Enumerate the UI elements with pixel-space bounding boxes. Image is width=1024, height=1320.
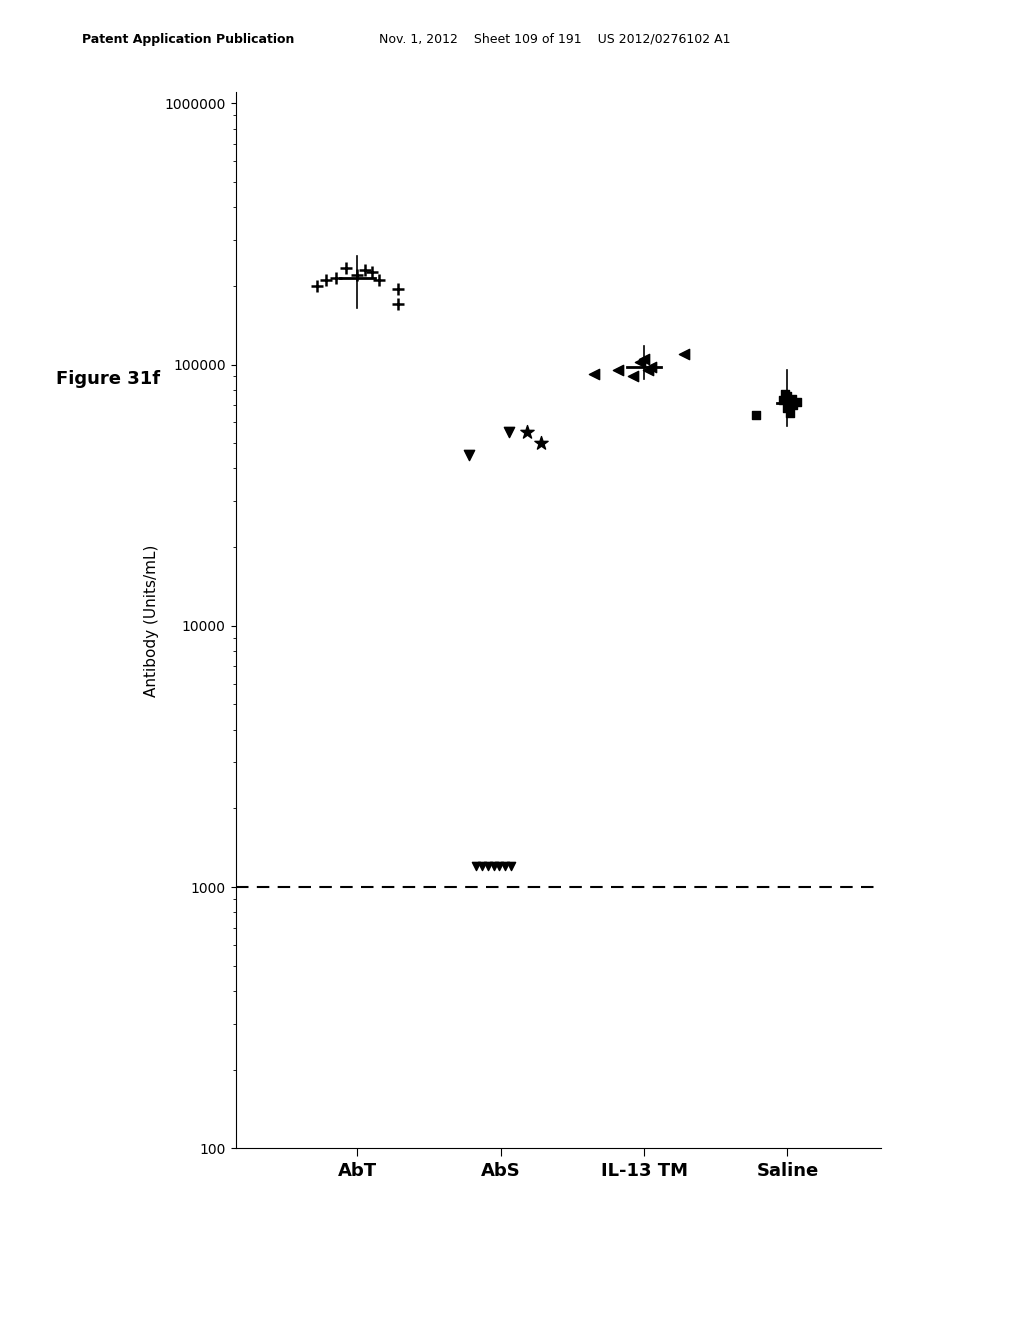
Point <box>317 269 334 290</box>
Point <box>485 855 502 876</box>
Point <box>356 260 373 281</box>
Point <box>468 855 484 876</box>
Text: Figure 31f: Figure 31f <box>56 370 161 388</box>
Text: Patent Application Publication: Patent Application Publication <box>82 33 294 46</box>
Point <box>610 360 627 381</box>
Point <box>389 279 406 300</box>
Point <box>779 385 796 407</box>
Point <box>309 276 326 297</box>
Y-axis label: Antibody (Units/mL): Antibody (Units/mL) <box>143 544 159 697</box>
Point <box>636 348 652 370</box>
Point <box>748 405 764 426</box>
Point <box>632 351 648 372</box>
Point <box>532 433 549 454</box>
Point <box>497 855 513 876</box>
Point <box>364 261 380 282</box>
Point <box>586 363 602 384</box>
Point <box>643 356 659 378</box>
Point <box>349 264 366 285</box>
Point <box>625 366 641 387</box>
Point <box>479 855 496 876</box>
Point <box>790 391 806 412</box>
Point <box>776 384 793 405</box>
Point <box>389 294 406 315</box>
Point <box>676 343 692 364</box>
Point <box>785 395 802 416</box>
Point <box>783 388 800 409</box>
Point <box>328 267 344 288</box>
Point <box>501 422 517 444</box>
Point <box>518 422 535 444</box>
Point <box>338 257 354 279</box>
Point <box>782 403 799 424</box>
Text: Nov. 1, 2012    Sheet 109 of 191    US 2012/0276102 A1: Nov. 1, 2012 Sheet 109 of 191 US 2012/02… <box>379 33 730 46</box>
Point <box>474 855 490 876</box>
Point <box>779 397 796 418</box>
Point <box>371 269 387 290</box>
Point <box>461 445 477 466</box>
Point <box>492 855 508 876</box>
Point <box>775 389 792 411</box>
Point <box>503 855 519 876</box>
Point <box>640 360 656 381</box>
